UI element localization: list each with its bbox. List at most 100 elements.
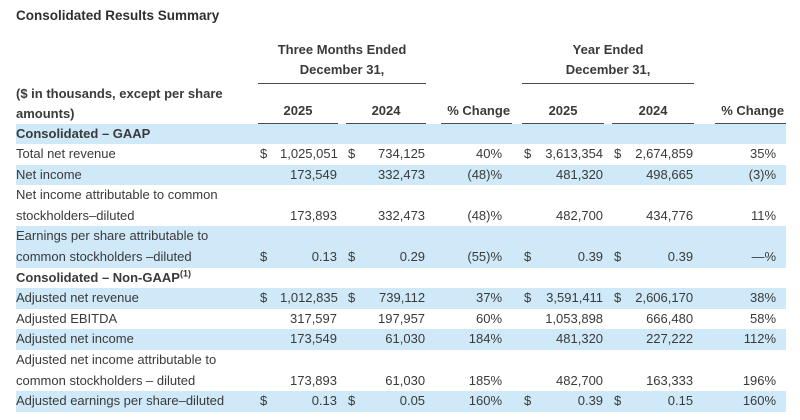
row-label-text: Net income xyxy=(16,166,82,182)
spacer xyxy=(694,36,786,84)
col-header-y-2024: 2024 xyxy=(612,83,695,124)
dollar-sign xyxy=(612,185,634,226)
value-cell: 0.39 xyxy=(544,391,605,412)
spacer xyxy=(512,350,522,391)
value-cell: 163,333 xyxy=(646,372,694,388)
row-label-text: stockholders–diluted xyxy=(16,207,135,223)
row-label-text: Adjusted earnings per share–diluted xyxy=(16,393,225,409)
dollar-sign: $ xyxy=(522,288,545,309)
row-label: Consolidated – GAAP xyxy=(16,123,258,145)
spacer xyxy=(604,309,612,330)
value-cell: 227,222 xyxy=(634,329,695,351)
spacer xyxy=(338,226,346,268)
value-cell: 1,012,835 xyxy=(280,288,338,309)
dollar-sign: $ xyxy=(348,146,356,162)
spacer xyxy=(604,226,613,268)
pct-change-cell: 37% xyxy=(426,288,513,309)
value-cell: 0.39 xyxy=(634,226,695,268)
section-row: Consolidated – GAAP xyxy=(16,123,787,145)
dollar-sign: $ xyxy=(612,288,635,309)
spacer xyxy=(512,391,523,412)
row-label: Adjusted net revenue xyxy=(16,288,258,309)
spacer xyxy=(338,288,346,309)
value-cell: 61,030 xyxy=(368,329,427,351)
spacer xyxy=(512,288,523,309)
value-cell: 739,112 xyxy=(368,288,427,309)
spacer xyxy=(512,144,522,165)
spacer xyxy=(512,185,522,226)
dollar-sign: $ xyxy=(346,288,368,309)
group-header-year-ended: Year Ended December 31, xyxy=(522,36,695,84)
pct-change-cell: 58% xyxy=(750,310,777,326)
value-cell: 0.29 xyxy=(368,226,427,268)
spacer xyxy=(338,185,346,226)
col-header-q-2025: 2025 xyxy=(258,83,338,124)
dollar-sign: $ xyxy=(522,391,545,412)
value-cell: 3,591,411 xyxy=(544,288,605,309)
table-row: Earnings per share attributable to common… xyxy=(16,226,787,268)
row-label: Adjusted earnings per share–diluted xyxy=(16,391,258,412)
row-label-text: Adjusted net income attributable to xyxy=(16,352,217,368)
row-label: Net income attributable to common stockho… xyxy=(16,185,258,226)
spacer xyxy=(512,329,523,351)
spacer xyxy=(512,84,522,124)
table-row: Adjusted earnings per share–diluted $0.13… xyxy=(16,391,787,412)
row-label: Adjusted net income xyxy=(16,329,258,351)
value-cell: 0.13 xyxy=(280,391,338,412)
spacer xyxy=(604,185,612,226)
dollar-sign: $ xyxy=(522,226,545,268)
value-cell: 0.15 xyxy=(634,391,695,412)
pct-change-cell: 40% xyxy=(476,146,503,162)
value-cell: 3,613,354 xyxy=(545,146,604,162)
row-label-text: Adjusted EBITDA xyxy=(16,310,118,326)
spacer xyxy=(604,84,612,124)
spacer xyxy=(604,164,613,186)
pct-change-cell: —% xyxy=(694,226,787,268)
page-title: Consolidated Results Summary xyxy=(16,8,220,23)
value-cell: 332,473 xyxy=(368,164,427,186)
dollar-sign xyxy=(612,329,635,351)
row-label-text: Total net revenue xyxy=(16,146,116,162)
pct-change-cell: 60% xyxy=(476,310,503,326)
pct-change-cell: 160% xyxy=(694,391,787,412)
section-row: Consolidated – Non-GAAP(1) xyxy=(16,268,786,289)
spacer xyxy=(512,309,522,330)
spacer xyxy=(604,391,613,412)
row-label: Adjusted EBITDA xyxy=(16,309,258,330)
value-cell: 666,480 xyxy=(646,310,694,326)
row-label-text: Earnings per share attributable to xyxy=(16,228,209,244)
dollar-sign xyxy=(522,329,545,351)
pct-change-cell: (55)% xyxy=(426,226,513,268)
spacer xyxy=(512,164,523,186)
row-label: Adjusted net income attributable to commo… xyxy=(16,350,258,391)
section-filler xyxy=(258,268,786,289)
pct-change-cell: (48)% xyxy=(426,164,513,186)
row-label-text: common stockholders –diluted xyxy=(16,249,192,265)
spacer xyxy=(604,288,613,309)
value-cell: 0.13 xyxy=(280,226,338,268)
dollar-sign xyxy=(522,164,545,186)
pct-change-cell: 11% xyxy=(751,207,777,223)
section-filler xyxy=(258,123,787,145)
pct-change-cell: 184% xyxy=(426,329,513,351)
pct-change-cell: 38% xyxy=(694,288,787,309)
pct-change-label: % Change xyxy=(441,101,513,124)
group-title-line2: December 31, xyxy=(565,62,651,77)
value-cell: 173,893 xyxy=(290,207,337,223)
value-cell: 482,700 xyxy=(556,372,604,388)
spacer xyxy=(338,164,346,186)
dollar-sign: $ xyxy=(258,288,280,309)
row-label-text: common stockholders – diluted xyxy=(16,372,196,388)
row-label: Consolidated – Non-GAAP(1) xyxy=(16,268,258,289)
dollar-sign: $ xyxy=(346,226,368,268)
dollar-sign: $ xyxy=(346,391,368,412)
col-header-q-pct-change: % Change xyxy=(426,84,513,124)
dollar-sign xyxy=(612,309,634,330)
row-label: Net income xyxy=(16,164,258,186)
stub-header: ($ in thousands, except per share amount… xyxy=(16,84,258,124)
group-title-line1: Three Months Ended xyxy=(277,42,407,57)
dollar-sign xyxy=(346,350,368,391)
dollar-sign xyxy=(346,185,368,226)
table-row: Total net revenue $1,025,051 $734,125 40% $3… xyxy=(16,144,786,165)
row-label-text: Adjusted net income xyxy=(16,331,134,347)
